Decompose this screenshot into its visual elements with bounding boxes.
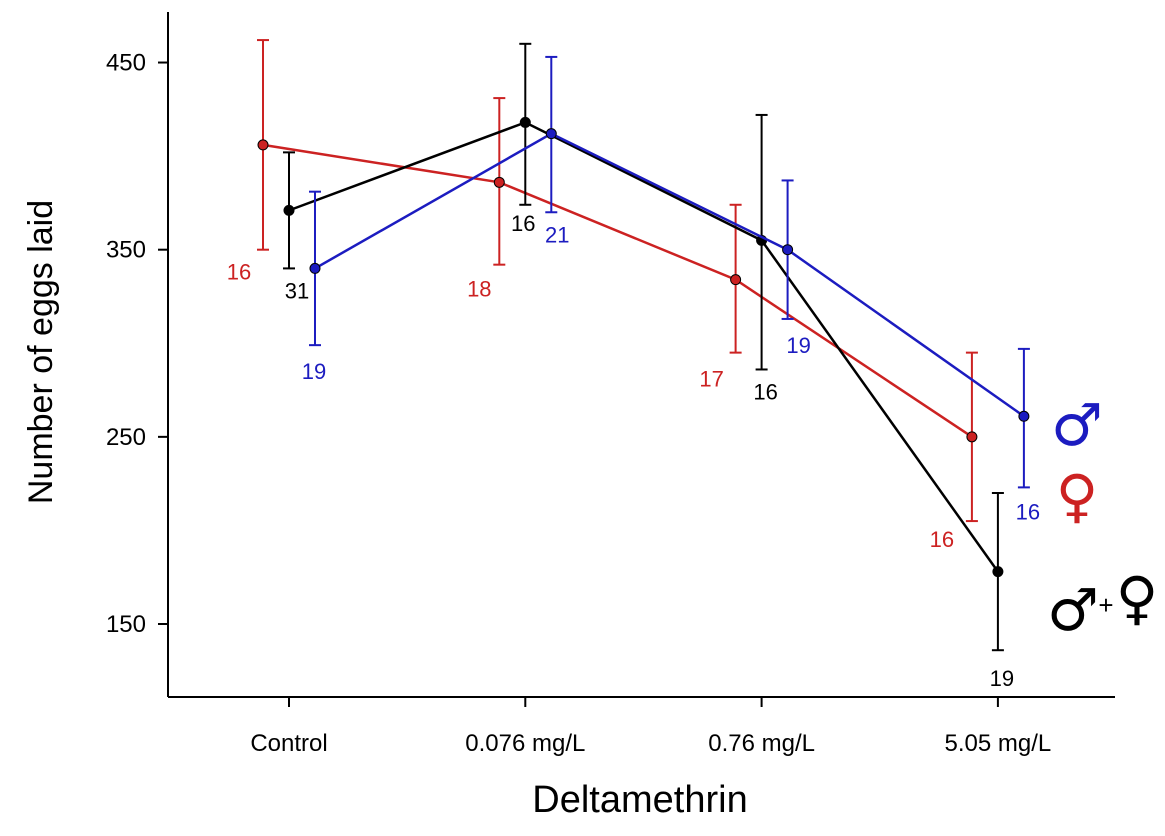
data-point xyxy=(283,204,295,216)
legend-both-male-symbol: ♂ xyxy=(1047,576,1099,644)
x-tick-label: Control xyxy=(250,730,327,757)
y-tick-label: 350 xyxy=(106,237,146,264)
y-tick-label: 250 xyxy=(106,424,146,451)
sample-size-labels: 16 18 17 16 31 16 16 19 19 21 19 16 xyxy=(227,211,1040,691)
data-point xyxy=(257,139,269,151)
x-tick-label: 0.76 mg/L xyxy=(708,730,815,757)
series-male xyxy=(308,55,1030,489)
data-point xyxy=(545,128,557,140)
x-tick-label: 0.076 mg/L xyxy=(465,730,585,757)
sample-size-label: 17 xyxy=(699,367,723,392)
y-ticks: 150 250 350 450 xyxy=(106,50,168,638)
data-point xyxy=(730,274,742,286)
series-line xyxy=(288,121,999,573)
series-line xyxy=(262,143,973,438)
y-tick-label: 450 xyxy=(106,50,146,77)
data-point xyxy=(309,262,321,274)
legend-both-plus: + xyxy=(1098,590,1113,620)
sample-size-label: 21 xyxy=(545,222,569,247)
legend: ♂ ♀ ♂ + ♀ xyxy=(1047,391,1158,644)
sample-size-label: 19 xyxy=(786,333,810,358)
plot-area: 150 250 350 450 Control 0.076 mg/L 0.76 mg/L 5… xyxy=(106,12,1115,757)
series-both xyxy=(283,42,1004,652)
series-line xyxy=(314,132,1025,418)
sample-size-label: 18 xyxy=(467,277,491,302)
x-ticks: Control 0.076 mg/L 0.76 mg/L 5.05 mg/L xyxy=(250,697,1051,757)
data-point xyxy=(1018,410,1030,422)
data-point xyxy=(966,431,978,443)
sample-size-label: 16 xyxy=(1016,499,1040,524)
sample-size-label: 19 xyxy=(990,666,1014,691)
legend-both-female-symbol: ♀ xyxy=(1116,564,1158,632)
series-female xyxy=(257,39,978,523)
y-tick-label: 150 xyxy=(106,611,146,638)
sample-size-label: 19 xyxy=(302,359,326,384)
sample-size-label: 16 xyxy=(930,527,954,552)
series-layer xyxy=(257,39,1030,652)
y-axis-title: Number of eggs laid xyxy=(22,200,60,504)
sample-size-label: 16 xyxy=(753,379,777,404)
legend-female-symbol: ♀ xyxy=(1056,462,1098,530)
x-tick-label: 5.05 mg/L xyxy=(945,730,1052,757)
sample-size-label: 31 xyxy=(285,278,309,303)
data-point xyxy=(992,566,1004,578)
legend-male-symbol: ♂ xyxy=(1051,391,1103,459)
data-point xyxy=(519,116,531,128)
sample-size-label: 16 xyxy=(227,260,251,285)
data-point xyxy=(782,244,794,256)
data-point xyxy=(493,176,505,188)
x-axis-title: Deltamethrin xyxy=(532,779,747,821)
sample-size-label: 16 xyxy=(511,211,535,236)
